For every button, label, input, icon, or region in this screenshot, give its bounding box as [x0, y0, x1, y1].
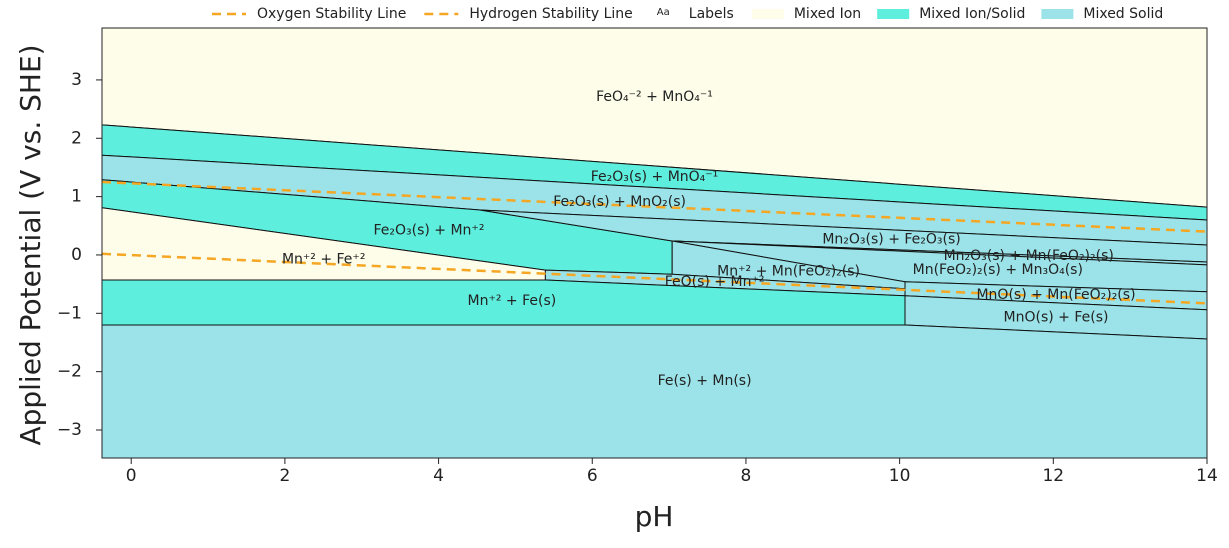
x-tick-label: 4 [433, 466, 444, 486]
x-axis-title: pH [635, 500, 674, 533]
region-label: MnO(s) + Mn(FeO₂)₂(s) [976, 287, 1135, 303]
region [102, 324, 1207, 458]
y-tick-label: 2 [71, 128, 82, 148]
x-tick-label: 10 [889, 466, 911, 486]
region-label: Fe₂O₃(s) + MnO₂(s) [553, 194, 686, 210]
legend-symbol: Aa [657, 7, 670, 18]
x-tick-label: 0 [126, 466, 137, 486]
legend-label: Hydrogen Stability Line [469, 6, 632, 22]
x-tick-label: 14 [1196, 466, 1218, 486]
region-label: FeO₄⁻² + MnO₄⁻¹ [596, 89, 713, 105]
x-tick-label: 12 [1042, 466, 1064, 486]
stability-line [102, 252, 1207, 305]
region [102, 28, 1207, 208]
region [479, 209, 1207, 263]
legend-swatch [877, 9, 910, 19]
y-tick-label: −1 [57, 303, 82, 323]
region [102, 124, 1207, 221]
region-label: Mn⁺² + Mn(FeO₂)₂(s) [717, 263, 860, 279]
region-label: Mn(FeO₂)₂(s) + Mn₃O₄(s) [913, 262, 1083, 278]
y-tick-label: 0 [71, 245, 82, 265]
x-tick-label: 2 [279, 466, 290, 486]
y-tick-label: −3 [57, 420, 82, 440]
stability-line [102, 180, 1207, 233]
region-label: Fe₂O₃(s) + MnO₄⁻¹ [591, 169, 719, 185]
legend-label: Labels [689, 6, 734, 22]
y-axis-title: Applied Potential (V vs. SHE) [14, 44, 47, 445]
legend-label: Mixed Ion [794, 6, 861, 22]
legend-label: Mixed Solid [1083, 6, 1163, 22]
legend-label: Oxygen Stability Line [257, 6, 406, 22]
x-tick-label: 8 [741, 466, 752, 486]
region [904, 281, 1207, 311]
legend-swatch [751, 9, 784, 19]
x-tick-label: 6 [587, 466, 598, 486]
region-label: FeO(s) + Mn⁺² [665, 274, 765, 290]
region-label: Mn⁺² + Fe⁺² [282, 251, 366, 267]
plot-frame [101, 27, 1208, 459]
plot: FeO₄⁻² + MnO₄⁻¹ Fe₂O₃(s) + MnO₄⁻¹ Fe₂O₃(s)… [102, 28, 1207, 458]
y-tick-label: 3 [71, 70, 82, 90]
region-label: Mn₂O₃(s) + Fe₂O₃(s) [822, 231, 960, 247]
legend-label: Mixed Ion/Solid [919, 6, 1025, 22]
y-tick-label: 1 [71, 187, 82, 207]
region-label: MnO(s) + Fe(s) [1004, 309, 1109, 325]
region-label: Fe(s) + Mn(s) [658, 373, 752, 389]
region-label: Fe₂O₃(s) + Mn⁺² [373, 222, 484, 238]
region-label: Mn₂O₃(s) + Mn(FeO₂)₂(s) [944, 248, 1114, 264]
y-tick-label: −2 [57, 362, 82, 382]
legend-swatch [1041, 9, 1074, 19]
region-label: Mn⁺² + Fe(s) [468, 293, 557, 309]
